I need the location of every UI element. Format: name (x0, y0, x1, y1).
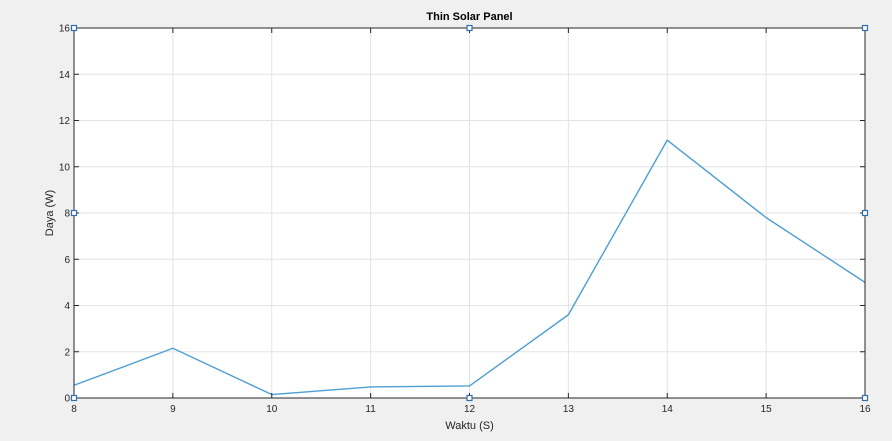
y-axis-label: Daya (W) (44, 190, 56, 236)
selection-handles[interactable] (70, 24, 869, 402)
x-tick-label: 11 (365, 404, 376, 415)
series-layer (73, 139, 866, 396)
x-tick-label: 13 (563, 404, 575, 415)
y-tick-label: 6 (64, 255, 70, 266)
resize-handle[interactable] (861, 209, 869, 217)
x-tick-label: 14 (662, 404, 674, 415)
resize-handle[interactable] (861, 24, 869, 32)
resize-handle[interactable] (466, 24, 473, 32)
resize-handle[interactable] (466, 394, 473, 402)
resize-handle[interactable] (70, 394, 78, 402)
x-tick-label: 10 (266, 404, 278, 415)
x-tick-label: 15 (761, 404, 773, 415)
grid-lines (74, 28, 865, 398)
y-tick-label: 8 (64, 209, 70, 220)
y-tick-labels: 0 2 4 6 8 10 12 14 16 (59, 24, 71, 405)
y-tick-label: 12 (59, 116, 71, 127)
x-axis-label: Waktu (S) (445, 420, 494, 432)
x-tick-label: 12 (464, 404, 476, 415)
y-tick-label: 10 (59, 162, 71, 173)
y-tick-label: 4 (64, 301, 70, 312)
resize-handle[interactable] (70, 24, 78, 32)
x-tick-label: 9 (170, 404, 176, 415)
resize-handle[interactable] (861, 394, 869, 402)
y-tick-label: 16 (59, 24, 71, 35)
x-tick-label: 16 (859, 404, 871, 415)
chart-title: Thin Solar Panel (426, 11, 512, 23)
x-tick-labels: 8 9 10 11 12 13 14 15 16 (71, 404, 871, 415)
y-tick-label: 2 (64, 347, 70, 358)
resize-handle[interactable] (70, 209, 78, 217)
x-tick-label: 8 (71, 404, 77, 415)
series-line (73, 139, 866, 396)
y-tick-label: 14 (59, 70, 71, 81)
y-tick-label: 0 (64, 394, 70, 405)
